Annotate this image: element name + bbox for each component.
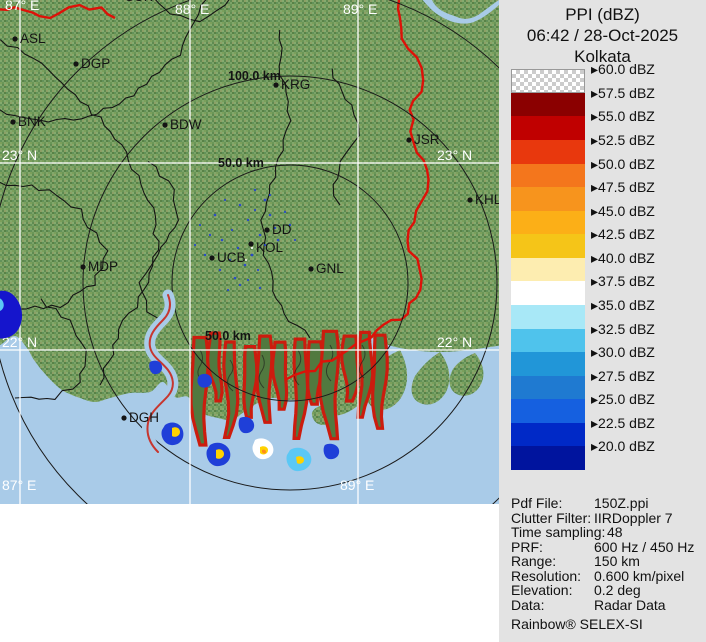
svg-text:DGH: DGH <box>129 410 159 425</box>
svg-text:KHL: KHL <box>475 192 499 207</box>
svg-text:87° E: 87° E <box>5 0 39 13</box>
svg-text:KRG: KRG <box>281 77 310 92</box>
svg-text:GNL: GNL <box>316 261 344 276</box>
svg-text:23° N: 23° N <box>2 147 37 163</box>
svg-text:50.0 km: 50.0 km <box>205 329 251 343</box>
svg-text:BDW: BDW <box>170 117 202 132</box>
svg-text:100.0 km: 100.0 km <box>228 69 281 83</box>
svg-text:23° N: 23° N <box>437 147 472 163</box>
svg-text:SUK: SUK <box>125 0 153 4</box>
svg-text:BNK: BNK <box>18 114 46 129</box>
svg-text:ASL: ASL <box>20 31 46 46</box>
svg-text:JSR: JSR <box>414 132 440 147</box>
svg-text:22° N: 22° N <box>437 334 472 350</box>
svg-text:89° E: 89° E <box>343 1 377 17</box>
svg-text:DD: DD <box>272 222 292 237</box>
svg-text:88° E: 88° E <box>175 1 209 17</box>
svg-text:87° E: 87° E <box>2 477 36 493</box>
svg-text:50.0 km: 50.0 km <box>218 156 264 170</box>
svg-text:KOL: KOL <box>256 240 284 255</box>
svg-text:89° E: 89° E <box>340 477 374 493</box>
svg-text:DGP: DGP <box>81 56 110 71</box>
svg-text:MDP: MDP <box>88 259 118 274</box>
svg-text:UCB: UCB <box>217 250 246 265</box>
